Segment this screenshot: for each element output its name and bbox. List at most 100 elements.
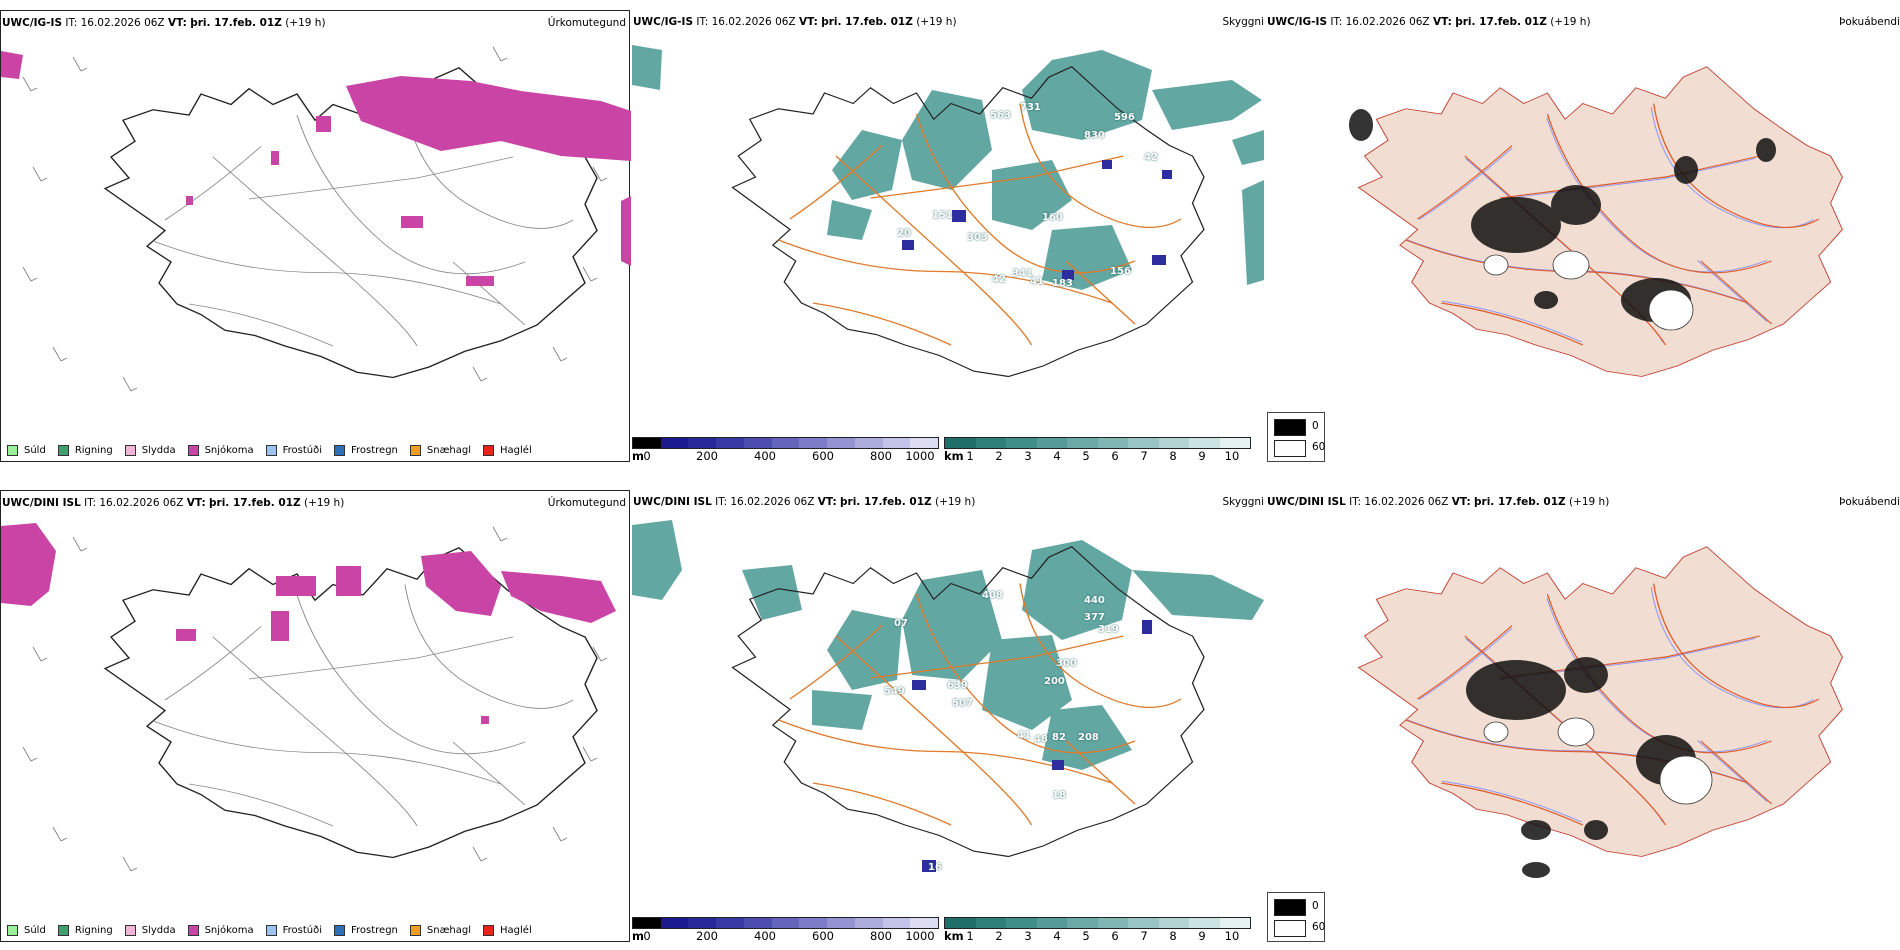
ceiling-tick: 800	[870, 449, 892, 463]
legend-label: Snjókoma	[204, 444, 254, 456]
it-value: 16.02.2026 06Z	[99, 497, 184, 509]
panel-header: UWC/DINI ISL IT: 16.02.2026 06Z VT: þri.…	[1267, 496, 1609, 508]
visibility-tick: 8	[1169, 929, 1177, 943]
legend-item: Snjókoma	[187, 443, 254, 457]
panel-title: Skyggni	[1222, 496, 1265, 508]
model-name: UWC/IG-IS	[633, 16, 694, 28]
precip-legend: Súld Rigning Slydda Snjókoma Frostúði Fr…	[7, 443, 544, 457]
ceiling-bar-swatches	[632, 437, 939, 449]
cloud-label: 563	[990, 110, 1011, 121]
vt-label: VT:	[167, 17, 187, 29]
legend-item: Frostúði	[265, 443, 322, 457]
legend-swatch	[7, 924, 18, 936]
it-label: IT:	[1349, 496, 1362, 508]
visibility-tick: 5	[1082, 449, 1090, 463]
cloud-label: 208	[1078, 732, 1099, 743]
cloud-label: 07	[894, 618, 908, 629]
visibility-tick: 5	[1082, 929, 1090, 943]
vt-label: VT:	[186, 497, 206, 509]
cloud-label: 42	[1144, 152, 1158, 163]
ceiling-tick: 800	[870, 929, 892, 943]
legend-label: Frostregn	[351, 444, 398, 456]
cloud-label: 303	[967, 232, 988, 243]
legend-item: Súld	[7, 923, 46, 937]
legend-item: Slydda	[124, 923, 176, 937]
it-label: IT:	[1330, 16, 1343, 28]
legend-label: Haglél	[500, 444, 532, 456]
cloud-label: 300	[1056, 658, 1077, 669]
visibility-tick: 9	[1198, 929, 1206, 943]
legend-swatch	[124, 924, 136, 936]
lead-time: (+19 h)	[934, 496, 976, 508]
visibility-bar-swatches	[944, 917, 1251, 929]
visibility-tick: 1	[966, 449, 974, 463]
cloud-label: 507	[952, 698, 973, 709]
cloud-label: 41	[1017, 730, 1031, 741]
legend-item: Snjókoma	[187, 923, 254, 937]
legend-swatch	[265, 924, 277, 936]
ceiling-tick: 1000	[905, 929, 935, 943]
legend-label: Snæhagl	[426, 444, 472, 456]
fog-map	[1349, 66, 1843, 378]
legend-item: Frostregn	[334, 923, 398, 937]
visibility-tick: 10	[1224, 449, 1240, 463]
it-label: IT:	[65, 17, 78, 29]
legend-swatch	[124, 444, 136, 456]
legend-swatch	[483, 924, 495, 936]
cloud-label: 377	[1084, 612, 1105, 623]
legend-label: Snjókoma	[204, 924, 254, 936]
model-name: UWC/DINI ISL	[2, 497, 81, 509]
legend-label: Haglél	[500, 924, 532, 936]
vt-label: VT:	[798, 16, 818, 28]
ceiling-colorbar: m 0 200 400 600 800 1000	[632, 437, 939, 467]
visibility-tick: 4	[1053, 929, 1061, 943]
it-label: IT:	[715, 496, 728, 508]
model-name: UWC/DINI ISL	[633, 496, 712, 508]
legend-item: Súld	[7, 443, 46, 457]
legend-label: Rigning	[74, 444, 113, 456]
legend-item: Frostúði	[265, 923, 322, 937]
legend-item: Slydda	[124, 443, 176, 457]
visibility-tick: 6	[1111, 449, 1119, 463]
ceiling-tick: 0	[643, 929, 651, 943]
fog-legend-label: 0	[1312, 900, 1319, 912]
vt-label: VT:	[817, 496, 837, 508]
cloud-label: 16	[928, 862, 942, 873]
ceiling-tick: 600	[812, 929, 834, 943]
fog-legend-label: 60	[1312, 441, 1326, 453]
cloud-label: 82	[1052, 732, 1066, 743]
visibility-bar-swatches	[944, 437, 1251, 449]
visibility-unit: km	[944, 449, 964, 463]
cloud-label: 549	[884, 686, 905, 697]
legend-swatch	[57, 924, 69, 936]
legend-item: Snæhagl	[409, 923, 471, 937]
visibility-unit: km	[944, 929, 964, 943]
fog-legend-swatch	[1274, 920, 1306, 937]
vt-label: VT:	[1451, 496, 1471, 508]
legend-label: Slydda	[141, 924, 176, 936]
legend-swatch	[187, 924, 199, 936]
visibility-tick: 3	[1024, 929, 1032, 943]
legend-swatch	[265, 444, 277, 456]
lead-time: (+19 h)	[303, 497, 345, 509]
legend-label: Súld	[24, 924, 46, 936]
panel-header: UWC/IG-IS IT: 16.02.2026 06Z VT: þri. 17…	[2, 17, 326, 29]
lead-time: (+19 h)	[285, 17, 326, 29]
legend-label: Frostúði	[282, 444, 322, 456]
ceiling-tick: 0	[643, 449, 651, 463]
ceiling-tick: 400	[754, 929, 776, 943]
cloud-label: 319	[1098, 624, 1119, 635]
ceiling-tick: 600	[812, 449, 834, 463]
ceiling-tick: 1000	[905, 449, 935, 463]
cloud-label: 48	[1034, 734, 1048, 745]
fog-legend-label: 60	[1312, 921, 1326, 933]
vt-value: þri. 17.feb. 01Z	[209, 497, 301, 509]
cloud-label: 200	[1044, 676, 1065, 687]
vt-value: þri. 17.feb. 01Z	[821, 16, 913, 28]
cloud-label: 18	[1052, 790, 1066, 801]
panel-title: Þokuábendi	[1839, 16, 1900, 28]
cloud-label: 639	[947, 680, 968, 691]
cloud-label: 341	[1012, 268, 1033, 279]
panel-header: UWC/DINI ISL IT: 16.02.2026 06Z VT: þri.…	[2, 497, 344, 509]
visibility-tick: 3	[1024, 449, 1032, 463]
